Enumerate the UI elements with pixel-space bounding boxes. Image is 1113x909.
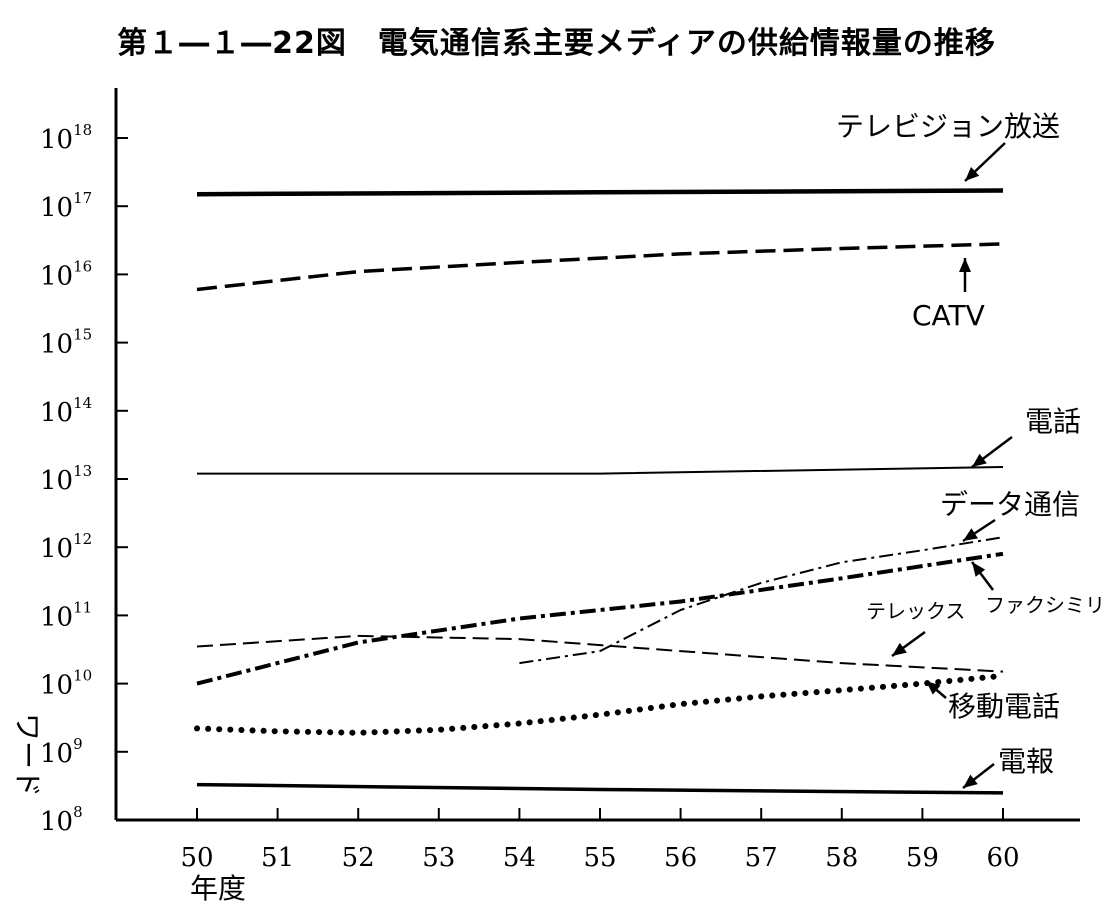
series-label-mobile-phone: 移動電話	[948, 690, 1060, 723]
y-tick-label-1e17: 1017	[40, 189, 92, 223]
x-tick-label-51: 51	[261, 843, 294, 873]
series-label-tv: テレビジョン放送	[836, 110, 1060, 143]
y-tick-label-1e10: 1010	[40, 667, 92, 701]
chart-title: 第１―１―22図 電気通信系主要メディアの供給情報量の推移	[117, 26, 996, 61]
series-label-data-comm: データ通信	[940, 488, 1080, 521]
x-tick-label-55: 55	[583, 843, 616, 873]
x-axis-title: 年度	[190, 872, 246, 905]
series-label-telegram: 電報	[998, 745, 1054, 778]
series-label-facsimile: ファクシミリ	[985, 593, 1105, 617]
x-tick-label-54: 54	[503, 843, 536, 873]
series-line-telegram	[196, 782, 1004, 795]
y-tick-label-1e11: 1011	[40, 598, 92, 632]
x-tick-label-50: 50	[180, 843, 213, 873]
series-line-data-comm	[519, 536, 1004, 665]
y-tick-label-1e12: 1012	[40, 530, 92, 564]
y-tick-label-1e13: 1013	[40, 462, 92, 496]
x-tick-label-60: 60	[986, 843, 1019, 873]
y-tick-label-1e16: 1016	[40, 257, 92, 291]
arrowhead-telephone	[972, 453, 987, 467]
y-tick-label-1e18: 1018	[40, 121, 92, 155]
series-line-catv	[196, 242, 1004, 292]
series-line-telex	[196, 634, 1004, 673]
series-line-mobile-phone	[194, 672, 1006, 736]
arrowhead-data-comm	[963, 528, 978, 541]
series-label-telephone: 電話	[1025, 405, 1081, 438]
y-tick-label-1e14: 1014	[40, 394, 92, 428]
series-line-tv	[196, 188, 1004, 197]
y-tick-label-1e9: 109	[40, 735, 83, 769]
series-label-catv: CATV	[912, 299, 985, 332]
x-tick-label-58: 58	[825, 843, 858, 873]
x-tick-label-56: 56	[664, 843, 697, 873]
y-tick-label-1e15: 1015	[40, 326, 92, 360]
arrowhead-telegram	[963, 774, 978, 788]
series-label-telex: テレックス	[866, 599, 965, 623]
arrowhead-tv	[965, 167, 980, 181]
x-tick-label-52: 52	[342, 843, 375, 873]
y-axis-title: ワード	[11, 713, 44, 797]
series-line-facsimile	[196, 551, 1004, 686]
y-tick-label-1e8: 108	[40, 803, 83, 837]
x-tick-label-53: 53	[422, 843, 455, 873]
arrowhead-facsimile	[972, 562, 986, 577]
series-line-telephone	[197, 466, 1004, 475]
x-tick-label-57: 57	[745, 843, 778, 873]
arrowhead-catv	[959, 258, 971, 272]
arrowhead-telex	[892, 642, 907, 656]
x-tick-label-59: 59	[906, 843, 939, 873]
arrowhead-mobile-phone	[926, 681, 941, 695]
